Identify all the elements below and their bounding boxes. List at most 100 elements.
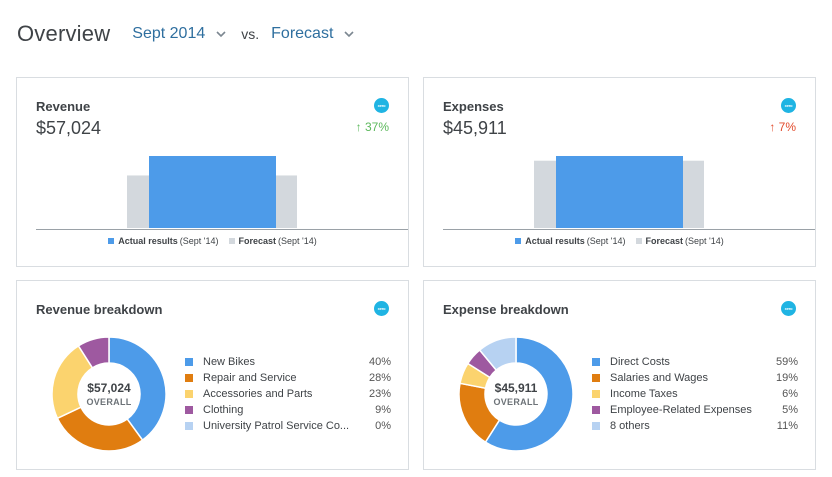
list-item-name: New Bikes xyxy=(203,356,255,368)
list-item-percent: 40% xyxy=(368,356,391,368)
expense-breakdown-title: Expense breakdown xyxy=(443,302,569,317)
revenue-bar-chart xyxy=(127,156,297,228)
chart-baseline xyxy=(443,229,815,230)
legend-swatch xyxy=(108,238,115,244)
compare-dropdown-label: Forecast xyxy=(271,25,334,42)
list-item-percent: 5% xyxy=(782,404,798,416)
revenue-donut-center: $57,024 OVERALL xyxy=(52,337,166,451)
legend-swatch xyxy=(185,390,193,398)
expense-donut-label: OVERALL xyxy=(493,397,539,407)
xero-icon: xero xyxy=(781,301,796,316)
page-title: Overview xyxy=(17,21,111,46)
revenue-breakdown-title: Revenue breakdown xyxy=(36,302,163,317)
list-item: 8 others 11% xyxy=(592,418,798,434)
legend-swatch xyxy=(592,390,600,398)
legend-forecast: Forecast (Sept '14) xyxy=(635,236,724,246)
arrow-up-icon: ↑ xyxy=(355,120,362,134)
legend-forecast-label: Forecast xyxy=(645,236,684,246)
list-item-percent: 59% xyxy=(775,356,798,368)
revenue-breakdown-list: New Bikes 40% Repair and Service 28% Accesso… xyxy=(185,354,391,434)
legend-actual-label: Actual results xyxy=(118,236,178,246)
legend-forecast-period: (Sept '14) xyxy=(685,236,724,246)
list-item-name: Clothing xyxy=(203,404,244,416)
xero-icon: xero xyxy=(374,98,389,113)
revenue-title: Revenue xyxy=(36,99,91,114)
list-item-percent: 28% xyxy=(368,372,391,384)
expense-donut-total: $45,911 xyxy=(494,381,538,395)
bar-actual xyxy=(556,156,683,228)
legend-swatch xyxy=(185,422,193,430)
legend-swatch xyxy=(592,406,600,414)
expense-breakdown-card[interactable]: Expense breakdown xero $45,911 OVERALL D… xyxy=(423,280,816,470)
expense-breakdown-list: Direct Costs 59% Salaries and Wages 19% Inco… xyxy=(592,354,798,434)
donut-slice xyxy=(77,337,110,369)
expenses-card[interactable]: Expenses xero $45,911 ↑ 7% Actual result… xyxy=(423,77,816,267)
list-item-percent: 19% xyxy=(775,372,798,384)
list-item: Clothing 9% xyxy=(185,402,391,418)
expenses-bar-chart xyxy=(534,156,704,228)
revenue-card[interactable]: Revenue xero $57,024 ↑ 37% Actual result… xyxy=(16,77,409,267)
compare-dropdown[interactable]: Forecast xyxy=(271,25,355,43)
list-item: Income Taxes 6% xyxy=(592,386,798,402)
list-item: Salaries and Wages 19% xyxy=(592,370,798,386)
revenue-change-value: 37% xyxy=(364,120,389,134)
revenue-change: ↑ 37% xyxy=(356,120,389,134)
chevron-down-icon xyxy=(344,31,354,38)
list-item-name: Repair and Service xyxy=(203,372,297,384)
list-item-name: 8 others xyxy=(610,420,650,432)
donut-slice xyxy=(108,337,166,442)
list-item-percent: 6% xyxy=(782,388,798,400)
legend-actual: Actual results (Sept '14) xyxy=(108,236,219,246)
list-item-percent: 0% xyxy=(375,420,391,432)
expenses-legend: Actual results (Sept '14) Forecast (Sept… xyxy=(424,236,815,246)
expenses-change: ↑ 7% xyxy=(769,120,796,134)
legend-swatch xyxy=(185,374,193,382)
legend-swatch xyxy=(592,422,600,430)
list-item-name: Salaries and Wages xyxy=(610,372,709,384)
donut-slice xyxy=(478,337,517,372)
list-item-name: Employee-Related Expenses xyxy=(610,404,752,416)
expense-donut-center: $45,911 OVERALL xyxy=(459,337,573,451)
legend-actual-label: Actual results xyxy=(525,236,585,246)
list-item: Repair and Service 28% xyxy=(185,370,391,386)
list-item-name: Income Taxes xyxy=(610,388,678,400)
vs-label: vs. xyxy=(241,26,260,42)
legend-swatch xyxy=(635,238,642,244)
chart-baseline xyxy=(36,229,408,230)
expenses-value: $45,911 xyxy=(443,118,507,138)
chevron-down-icon xyxy=(216,31,226,38)
list-item-percent: 9% xyxy=(375,404,391,416)
bar-actual xyxy=(149,156,276,228)
list-item-percent: 23% xyxy=(368,388,391,400)
revenue-value: $57,024 xyxy=(36,118,102,138)
revenue-legend: Actual results (Sept '14) Forecast (Sept… xyxy=(17,236,408,246)
donut-slice xyxy=(484,337,573,451)
period-dropdown[interactable]: Sept 2014 xyxy=(132,25,227,43)
revenue-donut-total: $57,024 xyxy=(87,381,131,395)
expenses-change-value: 7% xyxy=(778,120,796,134)
xero-icon: xero xyxy=(781,98,796,113)
legend-swatch xyxy=(228,238,235,244)
legend-actual-period: (Sept '14) xyxy=(179,236,219,246)
legend-forecast: Forecast (Sept '14) xyxy=(228,236,317,246)
legend-swatch xyxy=(592,358,600,366)
expenses-title: Expenses xyxy=(443,99,504,114)
legend-swatch xyxy=(185,358,193,366)
arrow-up-icon: ↑ xyxy=(769,120,776,134)
list-item-name: Accessories and Parts xyxy=(203,388,313,400)
xero-icon: xero xyxy=(374,301,389,316)
list-item: New Bikes 40% xyxy=(185,354,391,370)
legend-swatch xyxy=(592,374,600,382)
legend-forecast-label: Forecast xyxy=(238,236,277,246)
period-dropdown-label: Sept 2014 xyxy=(132,25,206,42)
list-item: Accessories and Parts 23% xyxy=(185,386,391,402)
list-item-name: Direct Costs xyxy=(610,356,670,368)
overview-header: Overview Sept 2014 vs. Forecast xyxy=(17,20,355,48)
revenue-donut-chart xyxy=(52,337,166,451)
legend-actual-period: (Sept '14) xyxy=(586,236,626,246)
legend-swatch xyxy=(185,406,193,414)
list-item: University Patrol Service Co... 0% xyxy=(185,418,391,434)
legend-actual: Actual results (Sept '14) xyxy=(515,236,626,246)
revenue-breakdown-card[interactable]: Revenue breakdown xero $57,024 OVERALL N… xyxy=(16,280,409,470)
legend-forecast-period: (Sept '14) xyxy=(278,236,317,246)
